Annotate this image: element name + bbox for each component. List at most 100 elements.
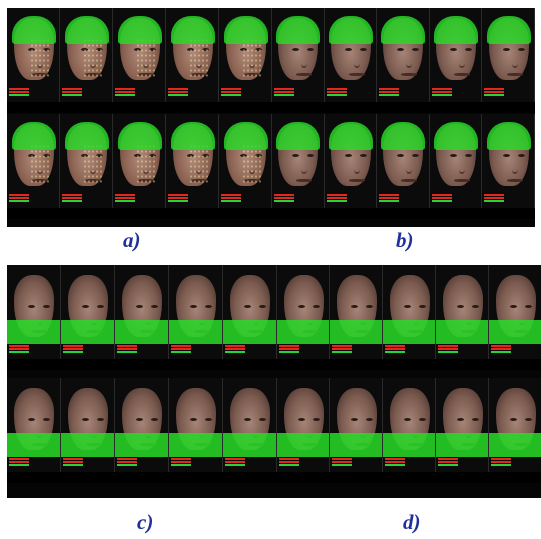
indicator-bars: [221, 88, 241, 97]
video-frame: [482, 8, 535, 102]
indicator-bars: [115, 88, 135, 97]
video-frame: [436, 378, 489, 472]
red-bar: [171, 461, 191, 463]
indicator-bars: [171, 458, 191, 467]
eye-shape: [456, 418, 464, 421]
landmark-points: [188, 38, 209, 78]
green-bar: [115, 200, 135, 202]
eye-shape: [450, 48, 458, 51]
eye-shape: [524, 305, 532, 308]
red-bar: [63, 458, 83, 460]
eye-shape: [292, 48, 300, 51]
red-bar: [484, 194, 505, 196]
eye-shape: [43, 305, 50, 308]
indicator-bars: [332, 345, 352, 354]
red-bar: [379, 194, 400, 196]
green-bar: [9, 200, 29, 202]
video-frame: [169, 378, 223, 472]
video-frame: [330, 378, 383, 472]
eye-shape: [259, 305, 266, 308]
red-bar: [491, 345, 511, 347]
red-bar: [63, 345, 83, 347]
red-bar: [438, 348, 458, 350]
eye-shape: [82, 305, 89, 308]
video-frame: [166, 8, 219, 102]
region-overlay: [7, 433, 60, 457]
nose-shape: [511, 56, 518, 68]
red-bar: [221, 88, 241, 90]
panel-a-label: a): [123, 228, 141, 252]
green-bar: [431, 200, 452, 202]
region-overlay: [381, 16, 426, 44]
eye-shape: [297, 418, 305, 421]
video-frame: [61, 265, 115, 359]
nose-shape: [353, 56, 360, 68]
frame-row: [277, 378, 541, 483]
red-bar: [221, 91, 241, 93]
indicator-bars: [438, 345, 458, 354]
video-frame: [7, 265, 61, 359]
indicator-bars: [62, 194, 82, 203]
video-frame: [113, 114, 166, 208]
red-bar: [225, 461, 245, 463]
landmark-points: [135, 144, 156, 184]
red-bar: [379, 197, 400, 199]
red-bar: [9, 461, 29, 463]
video-frame: [489, 265, 541, 359]
red-bar: [379, 88, 400, 90]
red-bar: [379, 91, 400, 93]
eye-shape: [82, 418, 89, 421]
region-overlay: [117, 122, 162, 150]
region-overlay: [381, 122, 426, 150]
red-bar: [385, 461, 405, 463]
eye-shape: [397, 48, 405, 51]
region-overlay: [117, 16, 162, 44]
landmark-points: [241, 38, 262, 78]
eye-shape: [412, 48, 420, 51]
video-frame: [169, 265, 223, 359]
eye-shape: [244, 305, 251, 308]
eye-shape: [97, 418, 104, 421]
eye-shape: [412, 154, 420, 157]
green-bar: [279, 351, 299, 353]
green-bar: [221, 200, 241, 202]
caption-strip: [272, 208, 535, 219]
red-bar: [332, 461, 352, 463]
eye-shape: [136, 305, 143, 308]
red-bar: [115, 88, 135, 90]
panel-b-label: b): [396, 228, 414, 252]
eye-shape: [28, 418, 35, 421]
video-frame: [277, 378, 330, 472]
indicator-bars: [9, 88, 29, 97]
panel-c-label: c): [137, 510, 154, 534]
red-bar: [62, 197, 82, 199]
red-bar: [225, 458, 245, 460]
video-frame: [272, 8, 325, 102]
red-bar: [9, 348, 29, 350]
indicator-bars: [484, 88, 505, 97]
video-frame: [482, 114, 535, 208]
indicator-bars: [431, 88, 452, 97]
red-bar: [168, 91, 188, 93]
red-bar: [171, 345, 191, 347]
caption-strip: [7, 472, 277, 483]
red-bar: [62, 88, 82, 90]
red-bar: [438, 458, 458, 460]
green-bar: [385, 464, 405, 466]
indicator-bars: [115, 194, 135, 203]
eye-shape: [307, 154, 315, 157]
video-frame: [60, 114, 113, 208]
green-bar: [326, 94, 347, 96]
region-overlay: [486, 122, 531, 150]
panel-c: [7, 265, 277, 498]
red-bar: [326, 194, 347, 196]
eye-shape: [190, 305, 197, 308]
mouth-shape: [454, 179, 471, 182]
red-bar: [9, 88, 29, 90]
region-overlay: [170, 122, 215, 150]
eye-shape: [403, 305, 411, 308]
region-overlay: [170, 16, 215, 44]
eye-shape: [465, 48, 473, 51]
eye-shape: [365, 418, 373, 421]
eye-shape: [292, 154, 300, 157]
